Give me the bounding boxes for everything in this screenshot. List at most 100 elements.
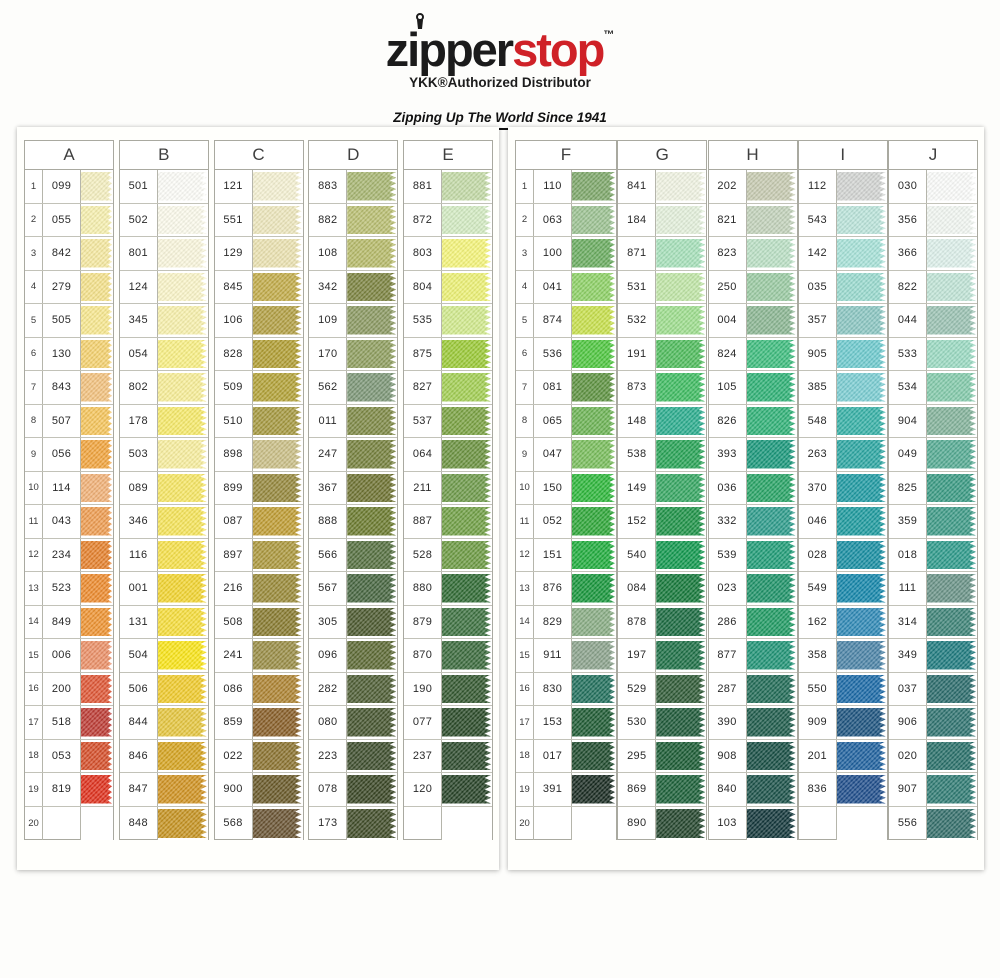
swatch-area	[836, 471, 887, 504]
color-row: 844	[119, 706, 208, 740]
swatch-area	[836, 739, 887, 772]
zipper-tape-swatch-562	[347, 373, 397, 402]
color-code: 566	[309, 538, 348, 571]
color-code: 148	[618, 404, 657, 437]
row-number: 1	[516, 170, 534, 203]
swatch-area	[157, 639, 208, 672]
swatch-area	[746, 639, 797, 672]
zipper-tape-swatch-295	[656, 741, 706, 770]
swatch-area	[252, 572, 303, 605]
zipper-tape-swatch-078	[347, 775, 397, 804]
swatch-area	[746, 773, 797, 806]
color-row: 530	[618, 706, 707, 740]
color-column-F: F 1 110 2 063 3 100 4 041 5 874 6 536 7 081 8 065 9 047 10 1…	[515, 140, 617, 840]
zipper-tape-swatch-829	[572, 607, 615, 636]
swatch-area	[746, 304, 797, 337]
zipper-tape-swatch-870	[442, 641, 491, 670]
swatch-area	[836, 505, 887, 538]
color-row: 13 876	[516, 572, 616, 606]
swatch-area	[656, 572, 707, 605]
color-code: 871	[618, 237, 657, 270]
color-code: 211	[404, 471, 442, 504]
swatch-area	[836, 170, 887, 203]
color-row: 178	[119, 404, 208, 438]
swatch-area	[836, 371, 887, 404]
swatch-area	[656, 170, 707, 203]
swatch-area	[836, 438, 887, 471]
swatch-area	[927, 304, 977, 337]
color-row: 20	[516, 806, 616, 840]
color-code: 872	[404, 203, 442, 236]
color-row: 539	[708, 538, 797, 572]
zipper-tape-swatch-109	[347, 306, 397, 335]
color-code: 366	[889, 237, 927, 270]
swatch-area	[252, 706, 303, 739]
zipper-tape-swatch-211	[442, 473, 491, 502]
color-row: 887	[404, 505, 492, 539]
zipper-tape-swatch-124	[157, 272, 207, 301]
swatch-area	[347, 639, 398, 672]
zipper-tape-swatch-566	[347, 540, 397, 569]
color-code: 150	[534, 471, 572, 504]
zipper-tape-swatch-845	[252, 272, 302, 301]
swatch-area	[656, 270, 707, 303]
row-number: 16	[25, 672, 43, 705]
color-code: 509	[215, 371, 253, 404]
swatch-area	[746, 706, 797, 739]
color-code: 508	[215, 605, 253, 638]
row-number: 2	[25, 203, 43, 236]
zipper-tape-swatch-004	[746, 306, 796, 335]
zipper-tape-swatch-105	[746, 373, 796, 402]
color-code: 568	[215, 806, 253, 840]
color-code: 345	[120, 304, 158, 337]
color-code: 004	[709, 304, 747, 337]
color-code: 907	[889, 773, 927, 806]
color-row: 346	[119, 505, 208, 539]
swatch-area	[836, 672, 887, 705]
color-code: 036	[709, 471, 747, 504]
zipper-tape-swatch-142	[836, 239, 886, 268]
color-column-H: H 202 821 823 250 004 824 105 826 393 036 332 539 023…	[707, 140, 798, 840]
color-code: 898	[215, 438, 253, 471]
zipper-tape-swatch-840	[746, 775, 796, 804]
swatch-area	[572, 806, 616, 840]
color-row: 14 849	[25, 605, 113, 639]
color-row: 5 505	[25, 304, 113, 338]
zipper-tape-swatch-247	[347, 440, 397, 469]
row-number: 6	[25, 337, 43, 370]
swatch-area	[81, 538, 113, 571]
color-row: 287	[708, 672, 797, 706]
zipper-tape-swatch-875	[442, 339, 491, 368]
color-row: 5 874	[516, 304, 616, 338]
zipper-tape-swatch-509	[252, 373, 302, 402]
zipper-tape-swatch-263	[836, 440, 886, 469]
color-row: 028	[798, 538, 887, 572]
color-row: 801	[119, 237, 208, 271]
swatch-area	[347, 304, 398, 337]
color-code: 152	[618, 505, 657, 538]
zipper-tape-swatch-540	[656, 540, 706, 569]
color-row: 840	[708, 773, 797, 807]
swatch-area	[81, 572, 113, 605]
zipper-tape-swatch-047	[572, 440, 615, 469]
zipper-tape-swatch-827	[442, 373, 491, 402]
zipper-tape-swatch-533	[927, 339, 976, 368]
color-code: 023	[709, 572, 747, 605]
swatch-area	[347, 538, 398, 571]
color-row: 142	[798, 237, 887, 271]
swatch-area	[252, 371, 303, 404]
zipper-tape-swatch-116	[157, 540, 207, 569]
color-row: 897	[214, 538, 303, 572]
color-row: 879	[404, 605, 492, 639]
swatch-area	[746, 538, 797, 571]
swatch-area	[746, 471, 797, 504]
zipper-tape-swatch-017	[572, 741, 615, 770]
zipper-tape-swatch-898	[252, 440, 302, 469]
swatch-area	[347, 270, 398, 303]
row-number: 18	[25, 739, 43, 772]
color-row: 7 843	[25, 371, 113, 405]
zipper-tape-swatch-052	[572, 507, 615, 536]
color-code: 349	[889, 639, 927, 672]
color-row: 162	[798, 605, 887, 639]
swatch-area	[252, 471, 303, 504]
